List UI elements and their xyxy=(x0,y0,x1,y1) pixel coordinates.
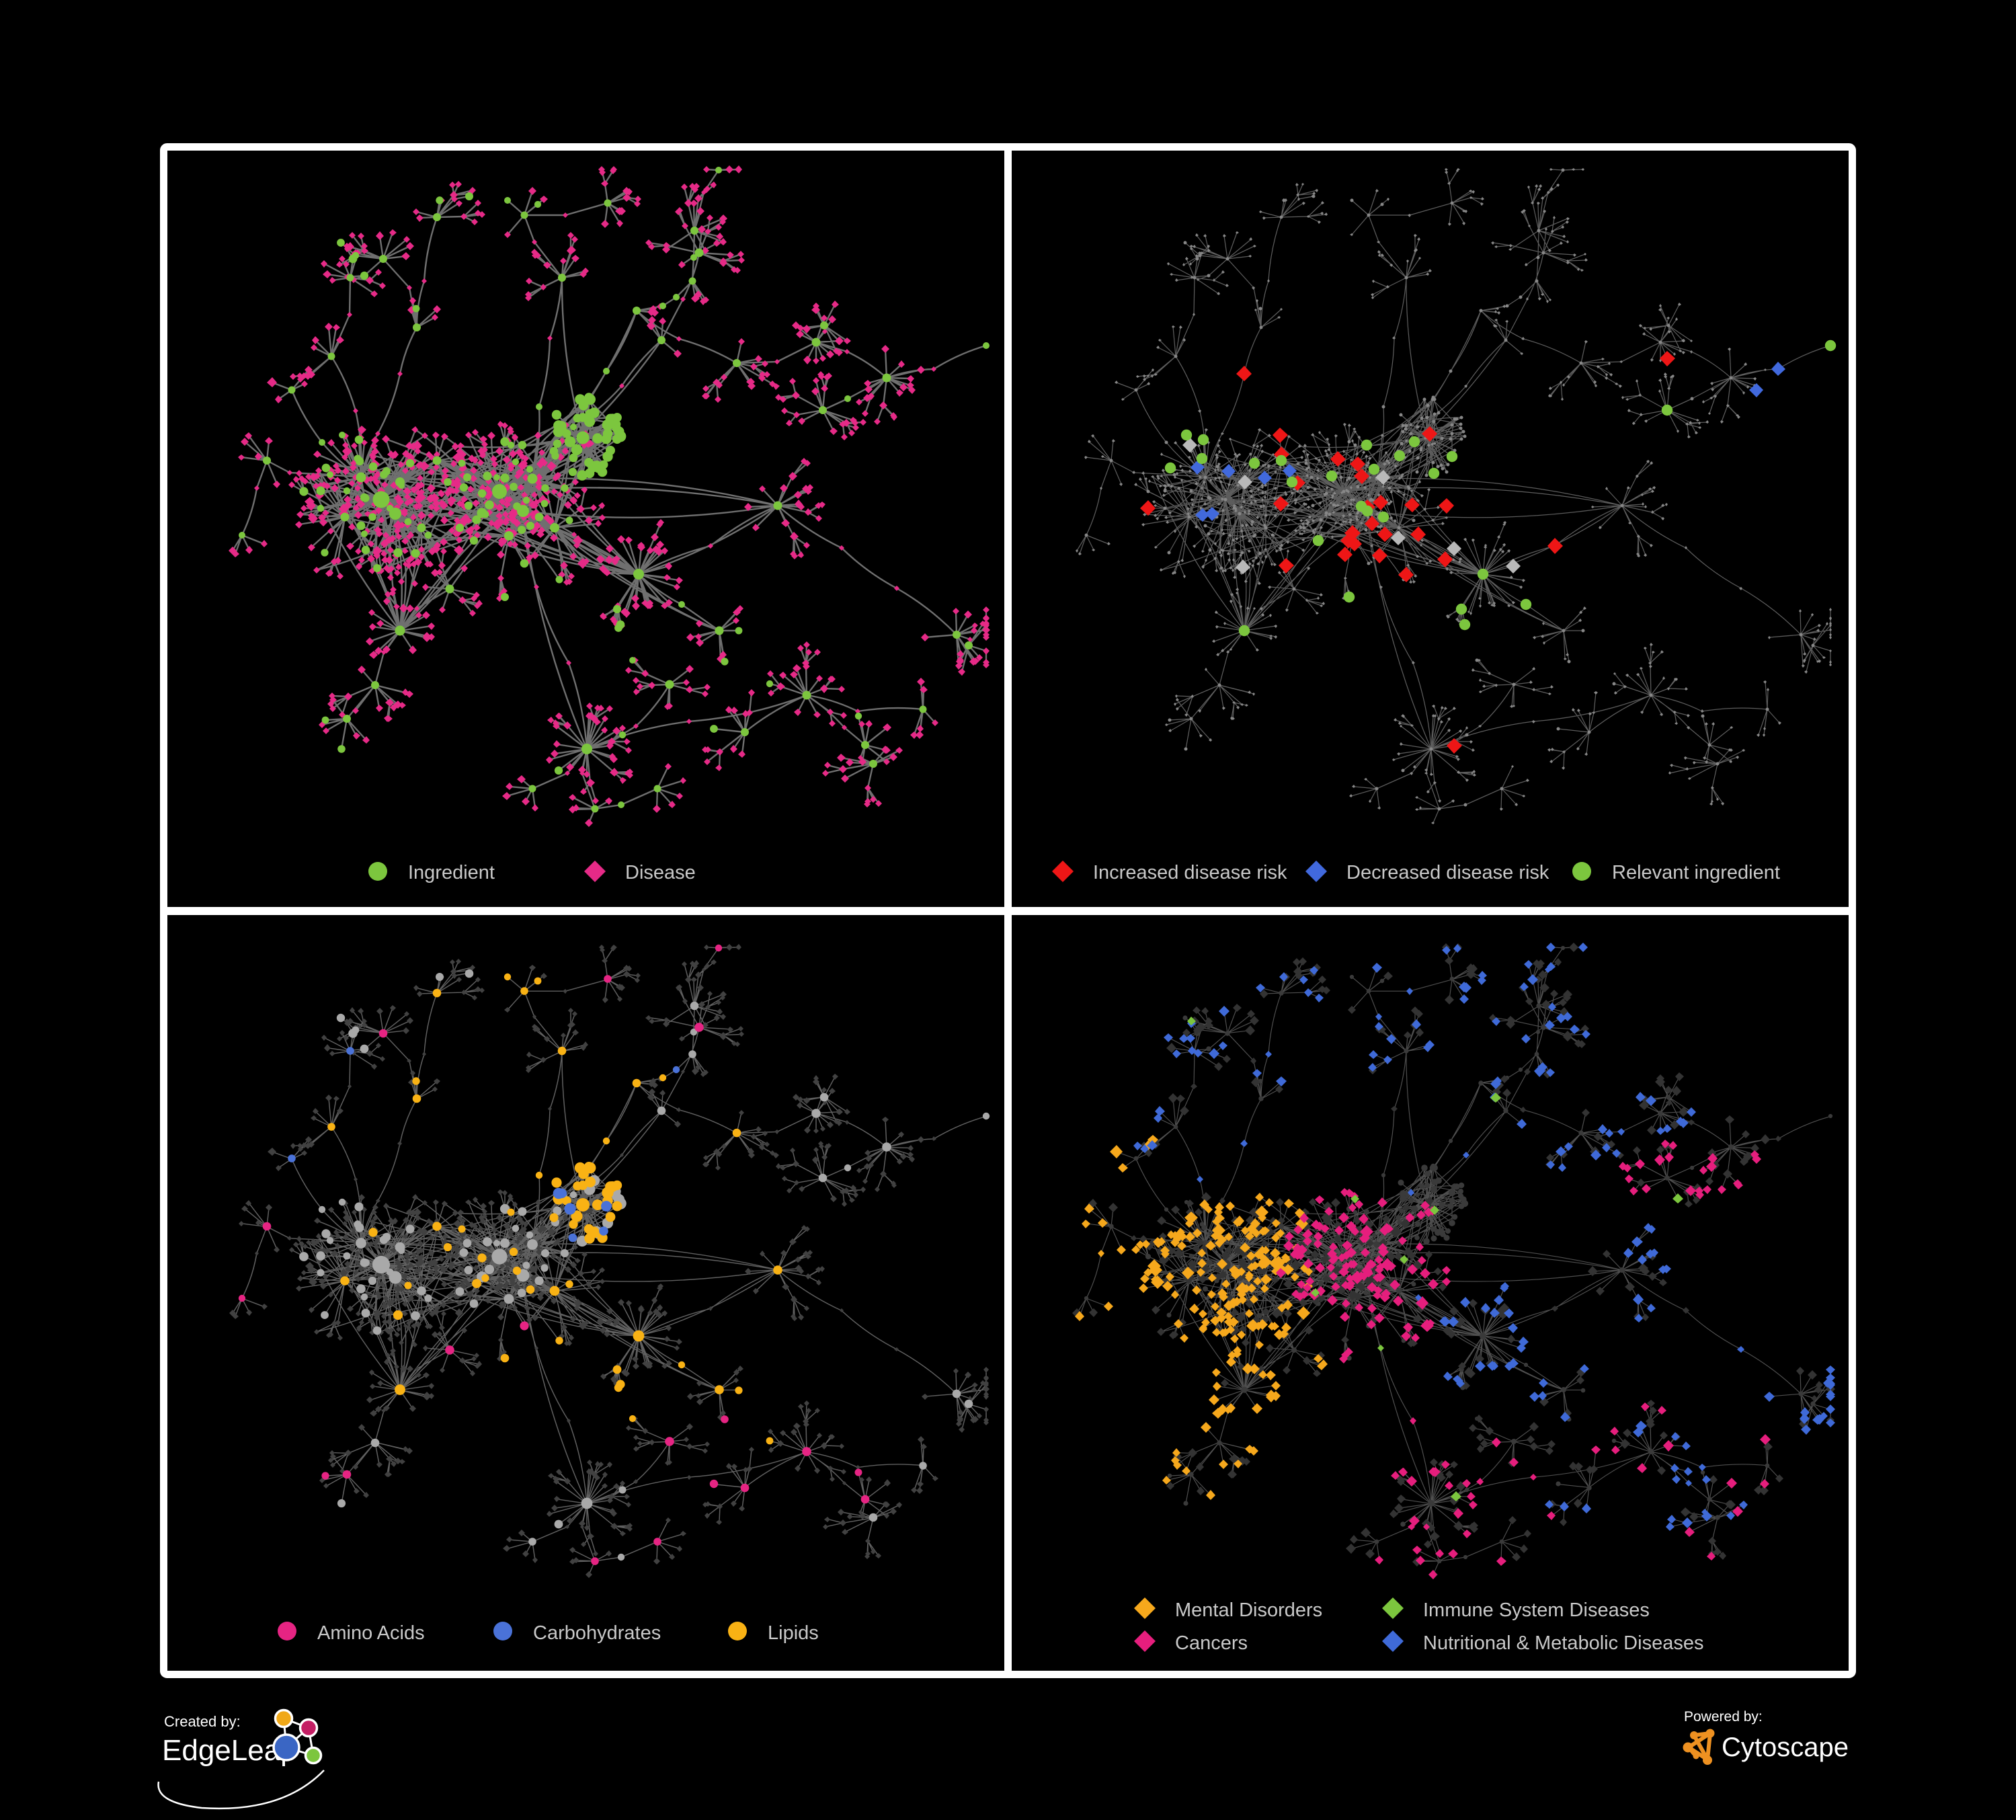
svg-text:Disease: Disease xyxy=(625,862,696,883)
svg-text:Increased disease risk: Increased disease risk xyxy=(1093,862,1287,883)
svg-text:Nutritional & Metabolic Diseas: Nutritional & Metabolic Diseases xyxy=(1423,1632,1703,1654)
svg-text:Cytoscape: Cytoscape xyxy=(1722,1733,1849,1762)
svg-text:Lipids: Lipids xyxy=(768,1622,819,1644)
svg-text:Cancers: Cancers xyxy=(1175,1632,1248,1654)
svg-text:Ingredient: Ingredient xyxy=(408,862,495,883)
svg-text:Created by:: Created by: xyxy=(164,1713,241,1730)
svg-text:Carbohydrates: Carbohydrates xyxy=(533,1622,661,1644)
svg-text:Immune System Diseases: Immune System Diseases xyxy=(1423,1599,1650,1621)
svg-text:Powered by:: Powered by: xyxy=(1684,1709,1763,1725)
svg-text:Amino Acids: Amino Acids xyxy=(317,1622,425,1644)
svg-text:Relevant ingredient: Relevant ingredient xyxy=(1612,862,1780,883)
svg-text:Decreased disease risk: Decreased disease risk xyxy=(1346,862,1549,883)
svg-text:Mental Disorders: Mental Disorders xyxy=(1175,1599,1322,1621)
